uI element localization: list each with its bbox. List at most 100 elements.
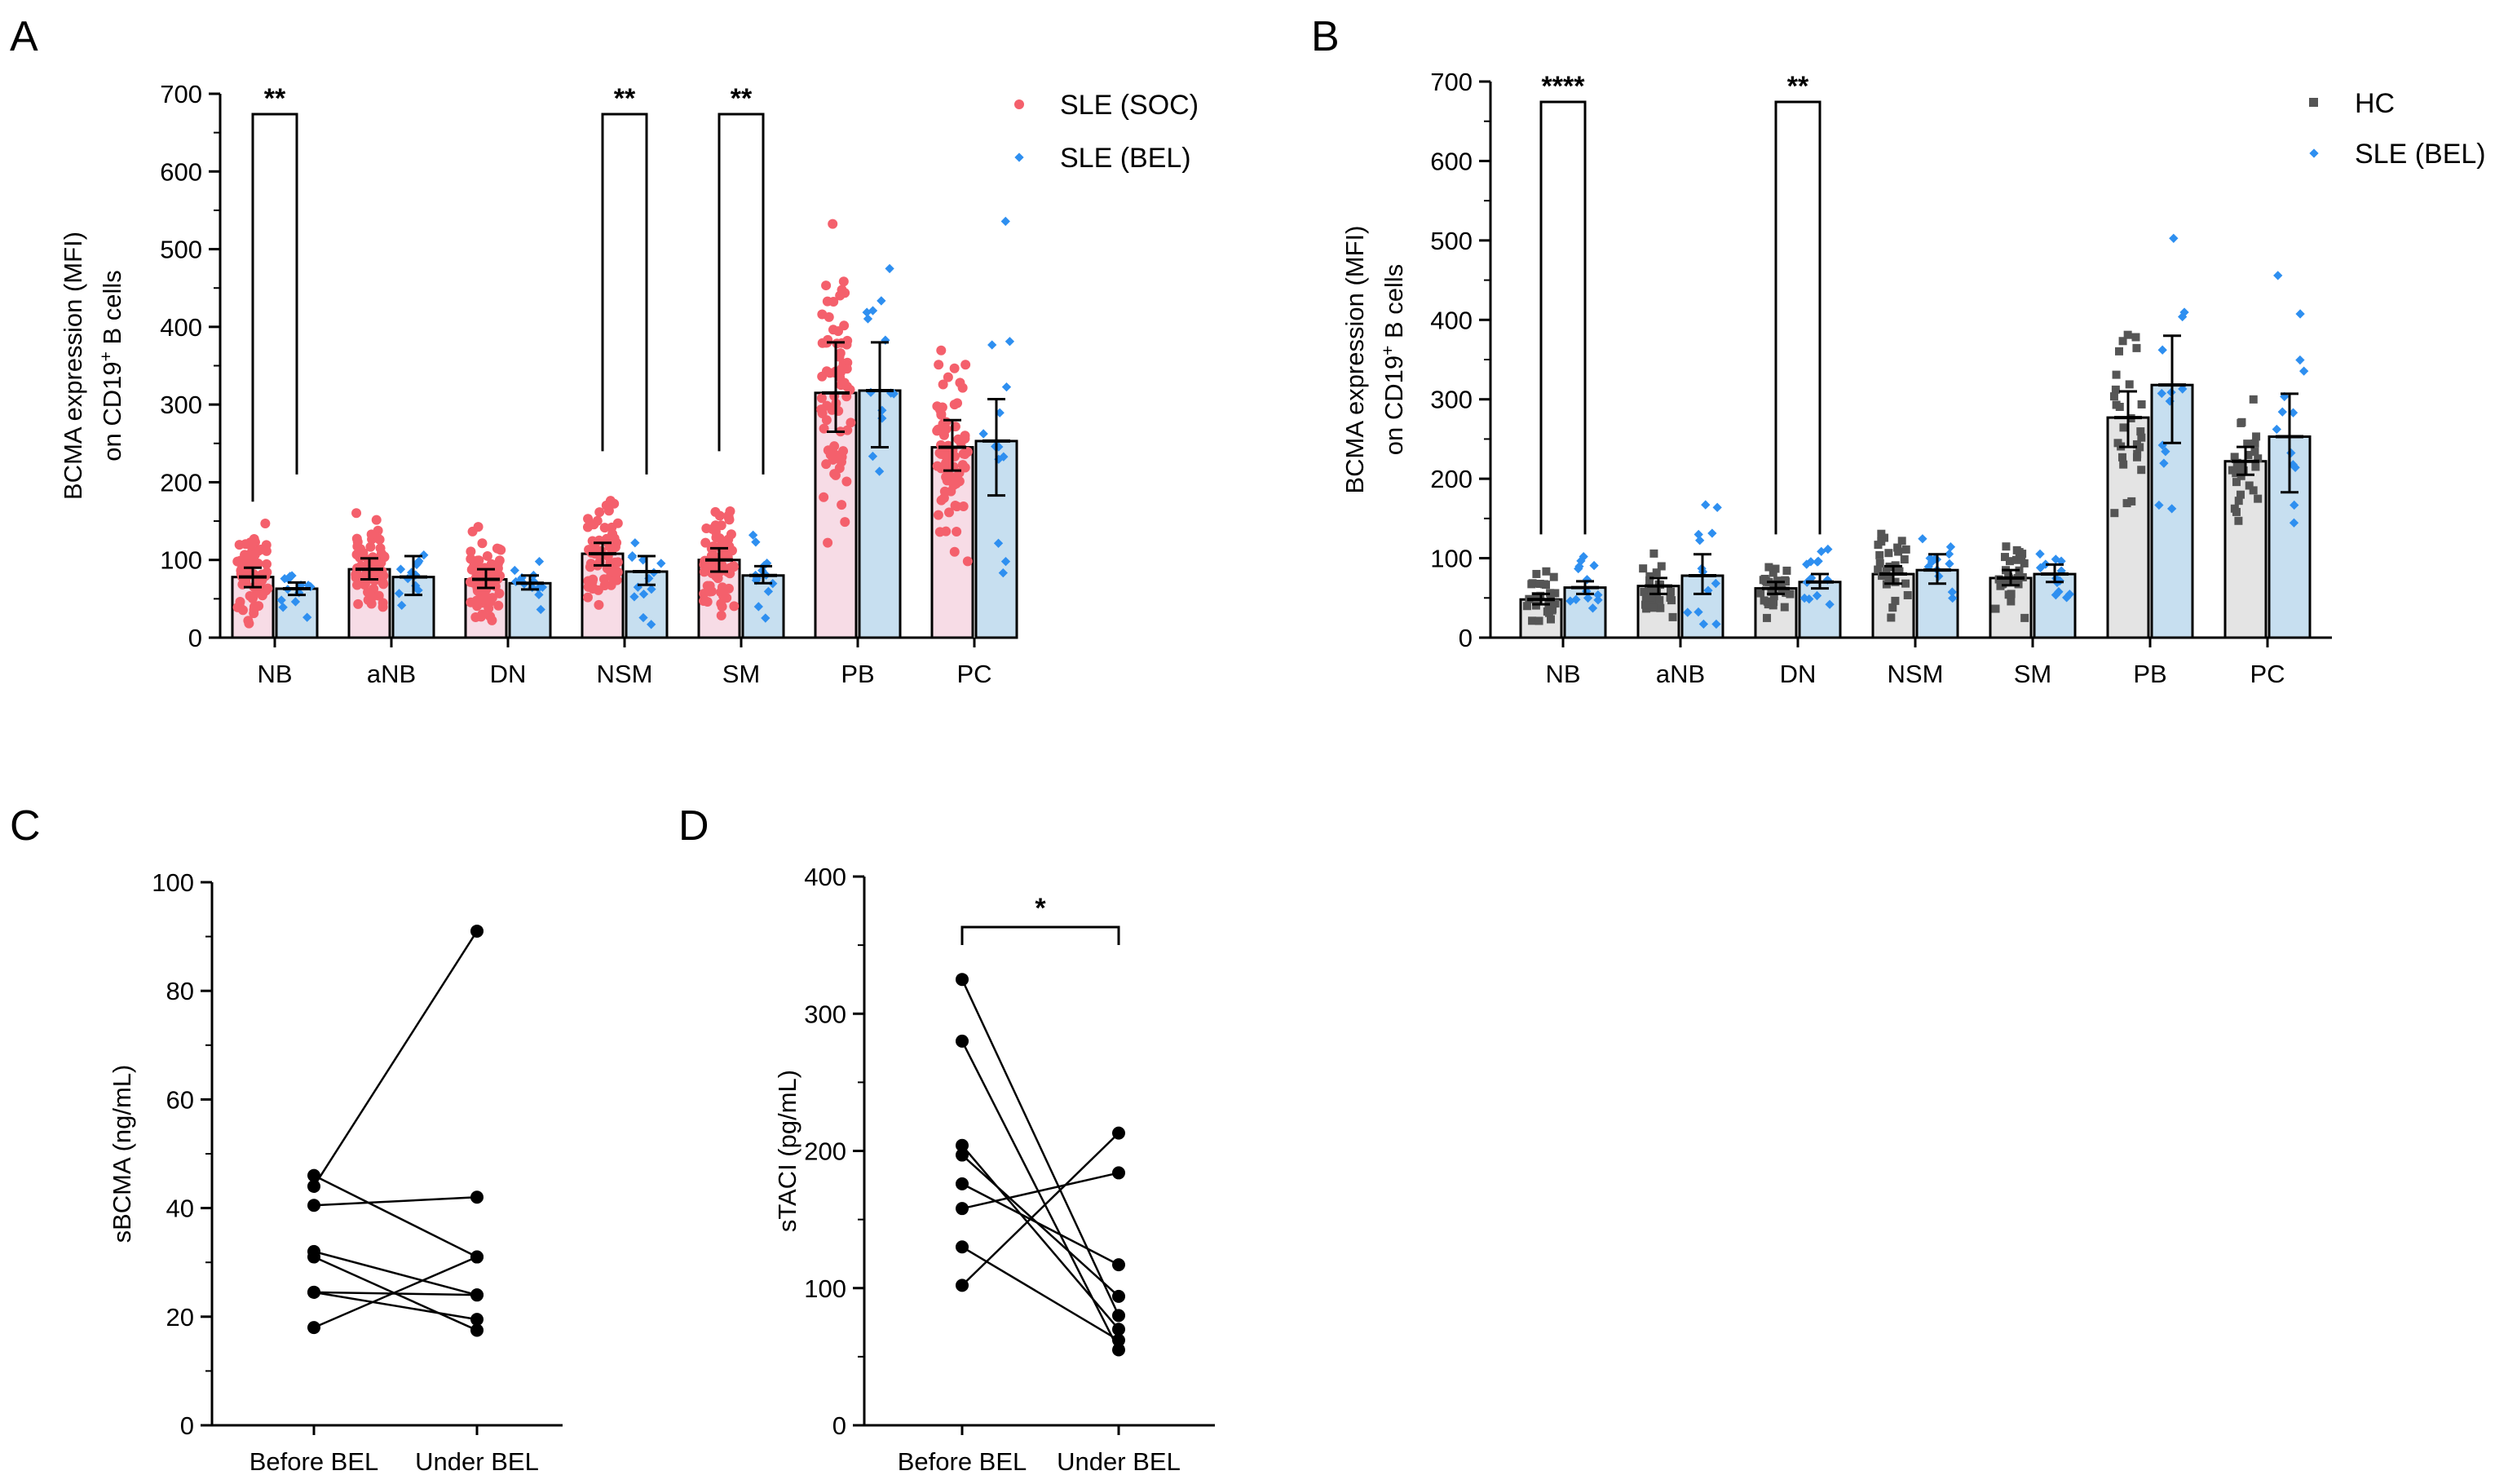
data-point — [397, 600, 407, 611]
data-point — [2111, 385, 2120, 394]
data-point — [585, 562, 595, 572]
data-point — [2110, 509, 2119, 518]
data-point — [1874, 565, 1883, 574]
data-point — [1531, 592, 1540, 601]
data-point — [724, 515, 735, 525]
data-point — [1667, 596, 1676, 605]
data-point — [816, 393, 827, 404]
data-point — [2250, 448, 2259, 457]
data-point — [582, 592, 593, 603]
data-point — [835, 367, 846, 378]
data-point — [1640, 600, 1649, 609]
data-point — [599, 523, 610, 533]
pair-line — [961, 1144, 1119, 1331]
data-point — [2251, 462, 2260, 471]
data-point — [239, 559, 249, 569]
data-point — [1532, 569, 1541, 578]
data-point — [1528, 579, 1537, 588]
legend-label: SLE (SOC) — [1060, 90, 1199, 121]
data-point — [366, 529, 377, 540]
data-point — [395, 564, 406, 574]
x-tick-label: NSM — [1888, 660, 1944, 688]
data-point — [763, 586, 774, 597]
data-point — [1546, 615, 1555, 624]
data-point — [1542, 567, 1551, 576]
significance-bracket — [1539, 100, 1587, 535]
data-point — [1888, 603, 1897, 612]
panel-b-bar-chart: B 0 100 200 300 400 500 600 700 BCMA expression (… — [1311, 13, 2486, 688]
significance-bracket — [960, 925, 1120, 945]
data-point — [278, 603, 288, 612]
data-point — [477, 609, 488, 620]
panel-d-paired-plot: D 0 100 200 300 400 sTACI (pg/mL) Before BEL Und… — [678, 802, 1215, 1476]
data-point — [1769, 580, 1778, 589]
data-point — [609, 533, 620, 544]
data-point — [2159, 458, 2169, 468]
data-point — [2273, 271, 2283, 280]
pair-line — [960, 978, 1120, 1316]
data-point — [841, 476, 852, 487]
data-point — [261, 559, 272, 569]
data-point — [936, 345, 947, 356]
data-point — [1763, 613, 1772, 622]
legend-marker — [1014, 152, 1024, 162]
data-point — [2012, 545, 2021, 554]
data-point — [1711, 578, 1720, 589]
data-point — [234, 540, 245, 550]
data-point — [829, 441, 840, 452]
data-point — [1698, 619, 1709, 629]
data-point — [768, 579, 778, 589]
data-point — [1645, 572, 1654, 581]
data-point — [2249, 395, 2258, 404]
bar — [741, 574, 785, 639]
data-point — [2064, 590, 2075, 599]
y-tick-label: 100 — [804, 1274, 846, 1303]
data-point — [360, 580, 370, 590]
data-point — [419, 550, 429, 560]
data-point — [2178, 384, 2188, 394]
data-point — [603, 506, 614, 516]
data-point — [960, 360, 971, 370]
data-point — [1875, 550, 1884, 559]
panel-letter: C — [10, 802, 41, 850]
data-point — [1895, 567, 1904, 576]
x-tick-label: aNB — [1656, 660, 1705, 688]
y-tick-label: 400 — [1430, 306, 1473, 334]
data-point — [1652, 568, 1661, 577]
data-point — [239, 567, 249, 577]
data-point — [938, 422, 949, 432]
data-point — [1546, 589, 1555, 598]
y-tick-label: 60 — [166, 1085, 194, 1114]
x-tick-label: Before BEL — [898, 1447, 1027, 1476]
data-point — [2237, 417, 2246, 426]
data-point — [1583, 593, 1593, 603]
data-point — [351, 533, 362, 544]
data-point — [1000, 556, 1011, 567]
data-point — [1001, 382, 1012, 392]
data-point — [729, 601, 740, 612]
y-tick-label: 400 — [160, 313, 202, 342]
data-point-under — [1112, 1323, 1125, 1336]
data-point — [473, 522, 484, 532]
data-point — [751, 537, 761, 547]
data-point — [2237, 471, 2245, 480]
bar — [1798, 581, 1842, 639]
data-point — [885, 263, 894, 274]
data-point — [837, 452, 847, 462]
x-tick-label: SM — [2014, 660, 2052, 688]
data-point — [2254, 494, 2263, 503]
data-point — [2118, 337, 2127, 346]
data-point-before — [956, 1034, 969, 1048]
data-point — [2018, 550, 2027, 559]
data-point — [471, 595, 482, 606]
data-point — [944, 507, 955, 518]
data-point — [949, 363, 960, 373]
data-point — [647, 584, 656, 594]
y-tick-label: 600 — [160, 157, 202, 186]
data-point — [938, 379, 948, 390]
data-point — [939, 486, 950, 497]
data-point — [2234, 497, 2243, 506]
pair-line — [313, 1291, 478, 1321]
data-point-before — [307, 1250, 320, 1264]
data-point — [2232, 458, 2241, 467]
